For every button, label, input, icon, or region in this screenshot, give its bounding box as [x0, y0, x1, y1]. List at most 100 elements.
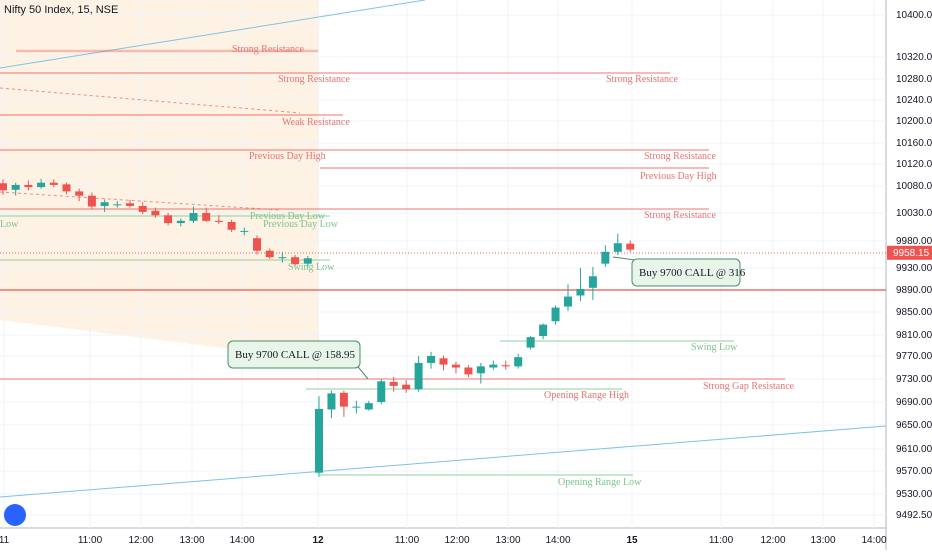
price-tick-label: 9980.00 — [896, 236, 932, 247]
candle — [588, 266, 597, 300]
level-label: Low — [0, 219, 19, 230]
time-tick-label: 13:00 — [495, 535, 520, 546]
candle-body — [514, 357, 523, 367]
candle-body — [0, 183, 7, 191]
candle-body — [588, 276, 597, 288]
last-price-badge — [887, 245, 932, 260]
time-tick-label: 14:00 — [861, 535, 886, 546]
level-label: Strong Resistance — [644, 210, 716, 221]
candle-body — [126, 203, 134, 206]
candle — [291, 255, 300, 266]
candle — [352, 400, 361, 414]
candle-body — [37, 182, 46, 188]
candle-body — [464, 367, 473, 375]
candle — [24, 180, 33, 191]
candle-body — [189, 213, 198, 221]
candle-body — [564, 296, 572, 307]
price-tick-label: 9810.00 — [896, 330, 932, 341]
candle-body — [138, 205, 147, 212]
candle — [113, 201, 122, 208]
candle — [164, 213, 173, 226]
candle — [75, 188, 84, 202]
candle-body — [265, 250, 274, 258]
candle — [37, 178, 46, 189]
candle — [464, 365, 473, 378]
candle — [240, 227, 249, 236]
candle — [339, 390, 348, 417]
candle-body — [476, 366, 485, 374]
price-tick-label: 10030.00 — [896, 208, 932, 219]
level-label: Previous Day Low — [263, 219, 339, 230]
tradingview-logo-icon[interactable] — [4, 504, 26, 526]
candle-body — [539, 324, 548, 337]
level-label: Swing Low — [288, 262, 335, 273]
candle — [501, 360, 510, 370]
candle-body — [576, 288, 585, 296]
candle-body — [227, 221, 236, 230]
candle — [0, 179, 7, 195]
candle — [151, 207, 160, 218]
candle — [214, 215, 223, 225]
level-label: Opening Range High — [544, 390, 629, 401]
time-tick-label: 11:00 — [395, 535, 420, 546]
candle — [87, 192, 96, 209]
price-tick-label: 10280.00 — [896, 74, 932, 85]
candle — [526, 336, 535, 350]
candle-body — [151, 210, 160, 216]
candle-body — [613, 243, 622, 252]
candle-body — [24, 184, 33, 188]
level-label: Strong Resistance — [606, 74, 678, 85]
time-tick-label: 15 — [626, 535, 638, 546]
candle-body — [339, 392, 348, 407]
candle — [100, 199, 109, 212]
candle — [315, 396, 323, 477]
candle-body — [240, 230, 249, 232]
time-tick-label: 14:00 — [545, 535, 570, 546]
price-tick-label: 9492.50 — [896, 510, 932, 521]
candle — [476, 362, 485, 384]
price-tick-label: 9850.00 — [896, 307, 932, 318]
candle-body — [601, 251, 610, 264]
callout-box — [227, 340, 361, 369]
candle-body — [402, 384, 411, 390]
price-tick-label: 9610.00 — [896, 444, 932, 455]
candle-body — [451, 364, 460, 368]
price-tick-label: 9730.00 — [896, 374, 932, 385]
level-label: Strong Gap Resistance — [703, 381, 795, 392]
price-tick-label: 10080.00 — [896, 181, 932, 192]
candle — [576, 268, 585, 301]
level-label: Weak Resistance — [282, 117, 350, 128]
price-tick-label: 9570.00 — [896, 466, 932, 477]
dashed-trendline — [0, 87, 301, 114]
time-tick-label: 14:00 — [229, 535, 254, 546]
candle — [176, 218, 185, 227]
candle-body — [377, 381, 386, 402]
price-tick-label: 10120.00 — [896, 159, 932, 170]
candle-body — [315, 408, 323, 473]
level-label: Swing Low — [691, 342, 738, 353]
candle — [451, 361, 460, 374]
candle — [138, 202, 147, 215]
candle-body — [291, 257, 300, 265]
candle — [439, 355, 448, 371]
candle — [227, 219, 236, 233]
trade-callout: Buy 9700 CALL @ 316 — [612, 256, 746, 287]
candle-body — [278, 257, 287, 259]
candle — [539, 323, 548, 340]
level-label: Strong Resistance — [278, 74, 350, 85]
price-tick-label: 10160.00 — [896, 138, 932, 149]
candle-body — [202, 213, 211, 221]
candle-body — [439, 358, 448, 365]
time-tick-label: 12 — [312, 535, 324, 546]
chart-title: Nifty 50 Index, 15, NSE — [4, 4, 119, 16]
candle-body — [414, 362, 423, 390]
candle-body — [364, 403, 373, 410]
candle-body — [501, 365, 510, 367]
candle-body — [164, 215, 173, 224]
price-tick-label: 10200.00 — [896, 116, 932, 127]
price-tick-label: 10320.00 — [896, 52, 932, 63]
candle — [278, 251, 287, 263]
price-tick-label: 9530.00 — [896, 489, 932, 500]
